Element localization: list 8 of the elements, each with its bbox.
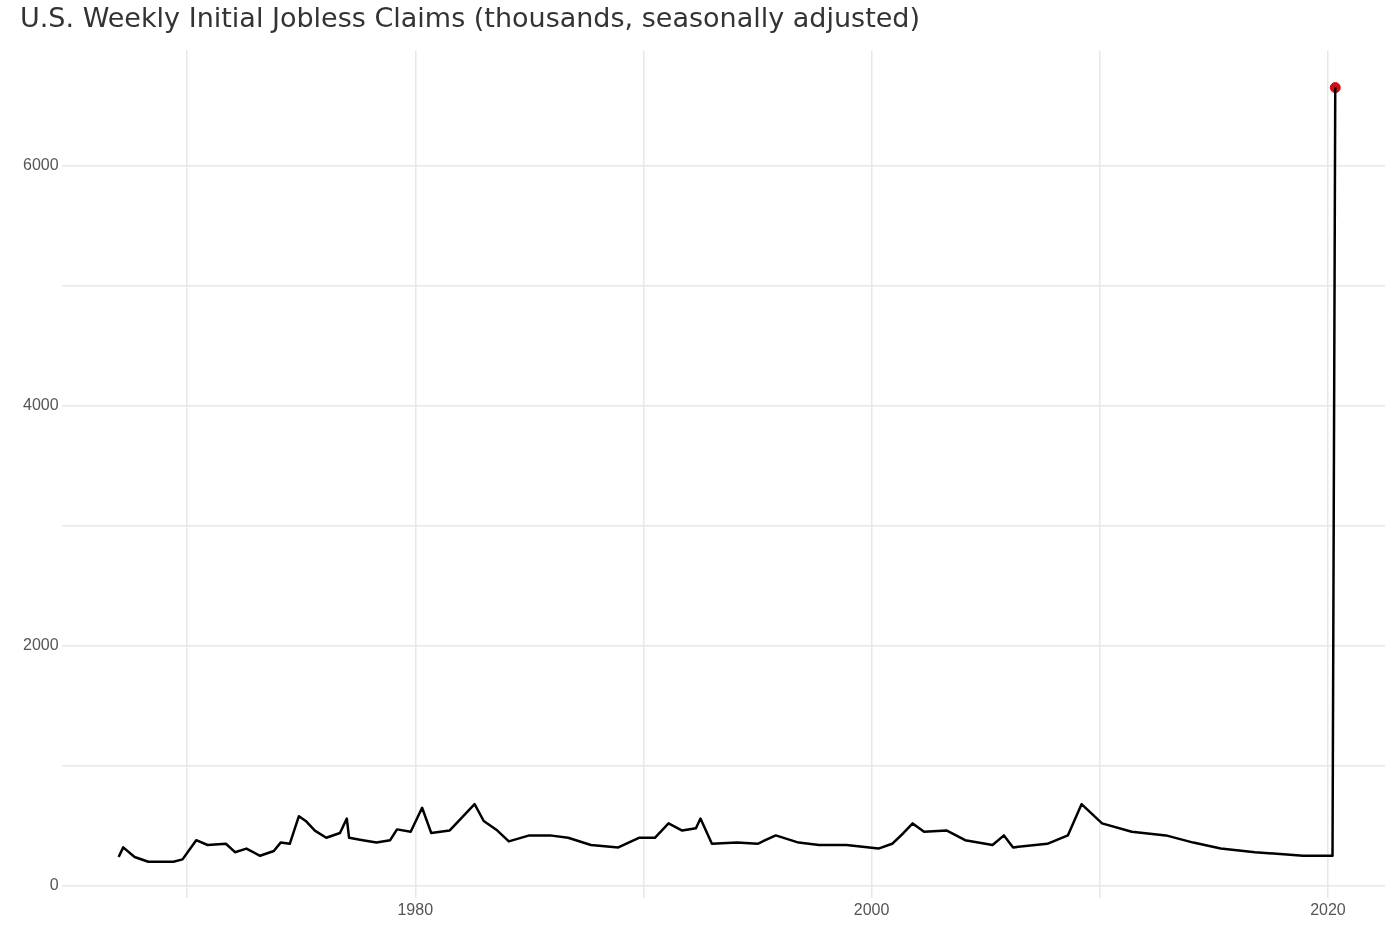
y-tick-label: 0 bbox=[49, 876, 59, 894]
y-tick-label: 4000 bbox=[23, 396, 59, 414]
x-tick-label: 2020 bbox=[1310, 900, 1346, 918]
chart-title: U.S. Weekly Initial Jobless Claims (thousands, seasonally adjusted) bbox=[20, 2, 921, 34]
x-tick-label: 1980 bbox=[397, 900, 434, 918]
x-tick-label: 2000 bbox=[853, 900, 890, 918]
y-tick-label: 6000 bbox=[23, 156, 59, 174]
y-tick-label: 2000 bbox=[23, 636, 59, 654]
